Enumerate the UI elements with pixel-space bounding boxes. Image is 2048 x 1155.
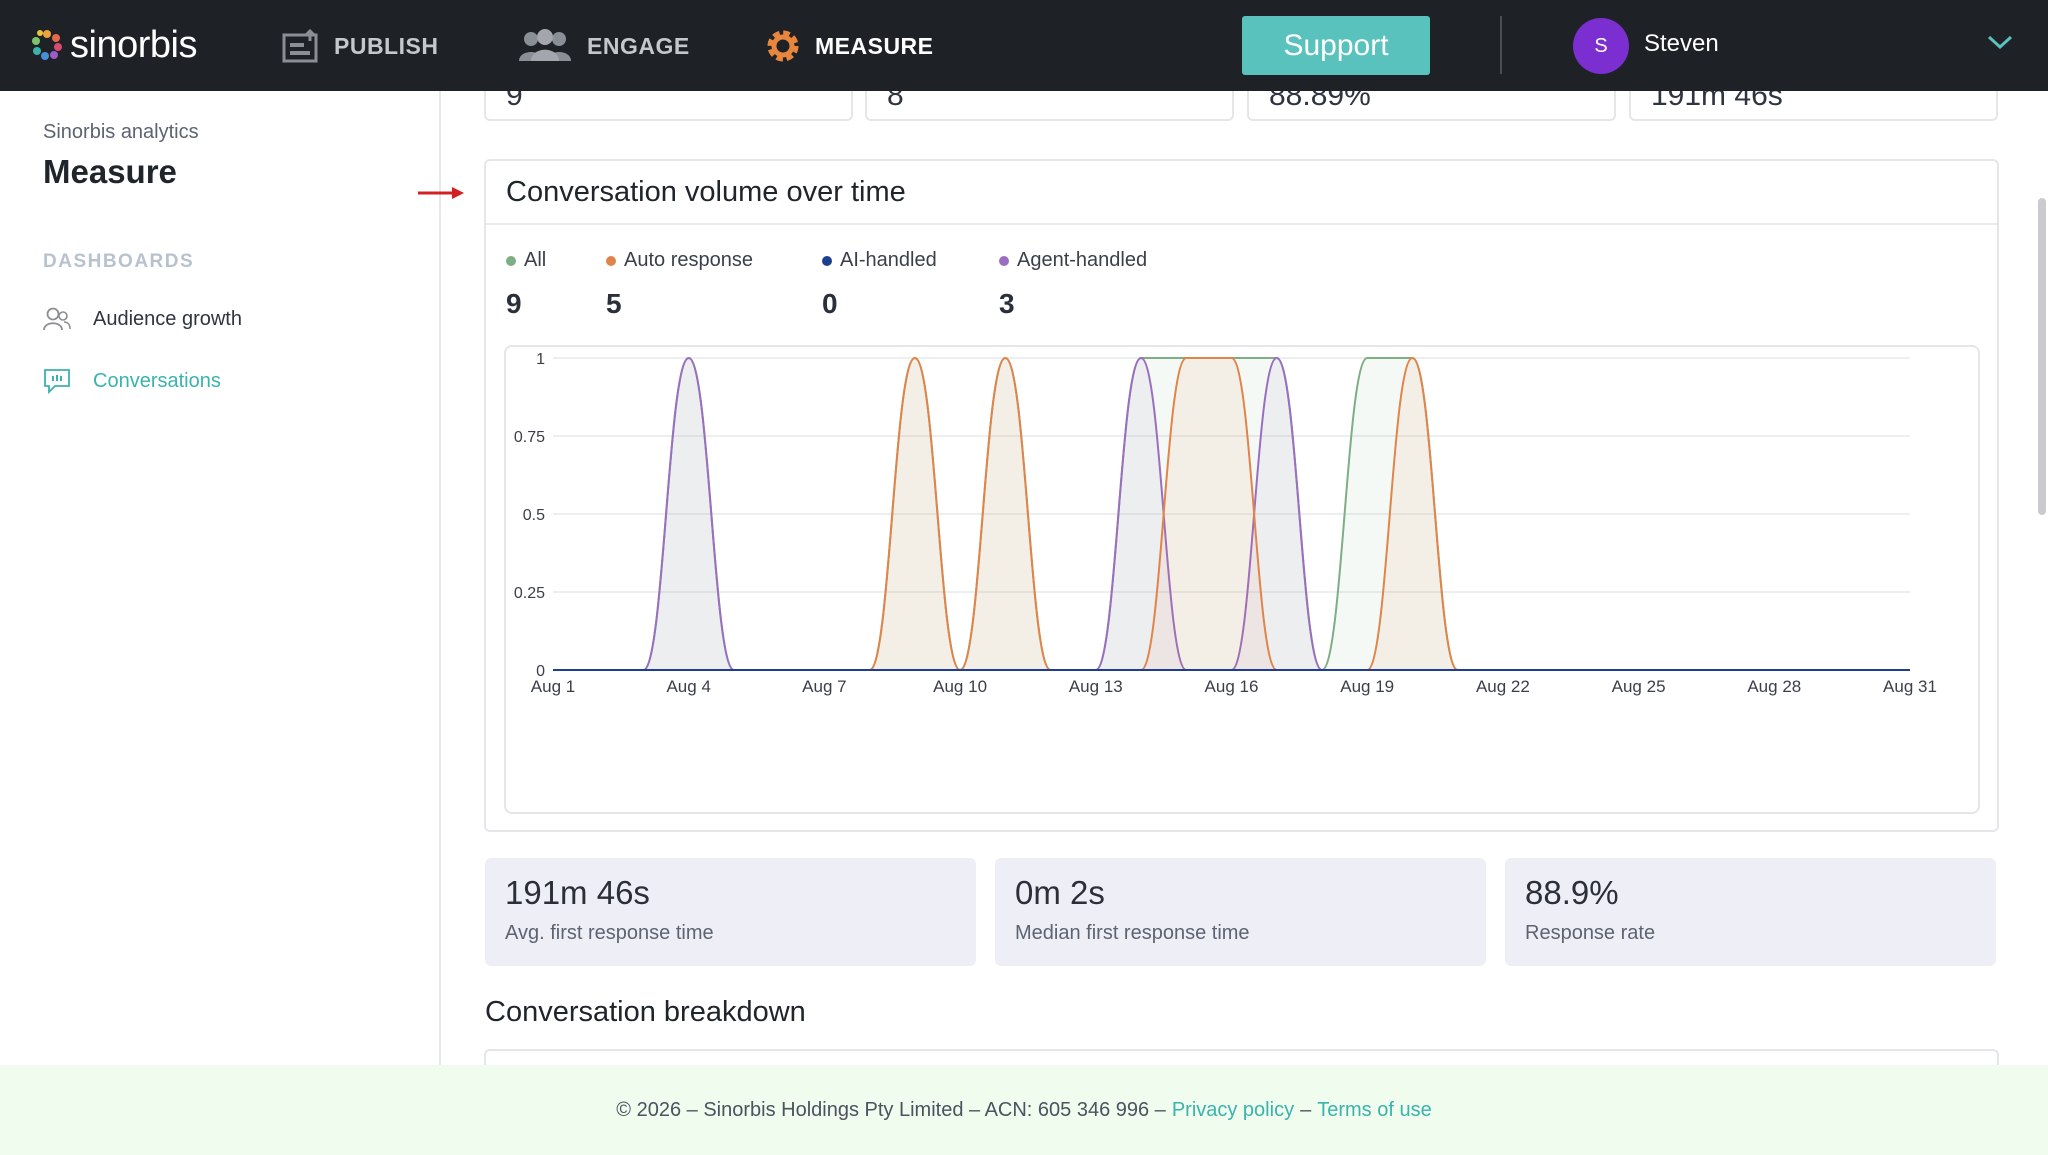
legend-label: All <box>524 249 547 271</box>
kpi-value: 191m 46s <box>1651 91 1783 112</box>
stat-value: 0m 2s <box>1015 874 1105 911</box>
kpi-card-partial: 88.89% <box>1247 91 1616 121</box>
kpi-value: 9 <box>506 91 523 112</box>
series-area-all <box>553 358 1910 670</box>
breakdown-card-partial <box>484 1049 1999 1065</box>
sidebar-item-audience-growth[interactable]: Audience growth <box>43 299 242 339</box>
x-tick-label: Aug 25 <box>1612 677 1666 696</box>
x-tick-label: Aug 22 <box>1476 677 1530 696</box>
kpi-card-partial: 9 <box>484 91 853 121</box>
series-area-auto-response <box>553 358 1910 670</box>
x-tick-label: Aug 4 <box>666 677 710 696</box>
legend-label: Agent-handled <box>1017 249 1148 271</box>
conversation-volume-card: Conversation volume over time All 9 Auto… <box>484 159 1999 832</box>
nav-measure-label: MEASURE <box>815 32 934 59</box>
sidebar-item-label: Conversations <box>93 369 221 392</box>
privacy-policy-link[interactable]: Privacy policy <box>1171 1098 1295 1121</box>
legend-dot <box>822 255 832 266</box>
users-group-icon <box>519 29 571 61</box>
legend-dot <box>506 255 516 266</box>
sidebar: Sinorbis analytics Measure DASHBOARDS Au… <box>0 91 441 1065</box>
scrollbar-thumb[interactable] <box>2038 198 2046 515</box>
chat-icon <box>44 369 70 394</box>
conversation-breakdown-title: Conversation breakdown <box>485 996 806 1028</box>
y-tick-label: 0.5 <box>523 507 545 524</box>
legend-item-all[interactable]: All 9 <box>506 249 546 320</box>
support-button[interactable]: Support <box>1242 16 1430 75</box>
y-tick-label: 0.75 <box>514 429 545 446</box>
card-title: Conversation volume over time <box>486 161 1997 225</box>
sidebar-section-heading: DASHBOARDS <box>43 251 195 272</box>
stat-value: 88.9% <box>1525 874 1619 911</box>
gear-icon <box>767 30 799 62</box>
red-arrow-icon <box>418 187 464 199</box>
x-tick-label: Aug 16 <box>1205 677 1259 696</box>
legend-value: 5 <box>606 288 622 319</box>
chevron-down-icon[interactable] <box>1987 34 2013 50</box>
x-tick-label: Aug 10 <box>933 677 987 696</box>
top-nav-bar: sinorbis PUBLISH ENGAGE MEASURE Support … <box>0 0 2048 91</box>
nav-engage-label: ENGAGE <box>587 32 690 59</box>
legend-item-agent-handled[interactable]: Agent-handled 3 <box>999 249 1147 320</box>
stat-card-response-rate: 88.9% Response rate <box>1505 858 1996 966</box>
x-tick-label: Aug 13 <box>1069 677 1123 696</box>
users-icon <box>43 307 71 331</box>
sidebar-title: Measure <box>43 153 177 190</box>
sidebar-item-label: Audience growth <box>93 307 242 330</box>
stat-label: Response rate <box>1525 922 1656 944</box>
stat-card-avg-first-response: 191m 46s Avg. first response time <box>485 858 976 966</box>
terms-of-use-link[interactable]: Terms of use <box>1317 1098 1432 1121</box>
nav-publish[interactable]: PUBLISH <box>282 24 438 68</box>
legend-dot <box>999 255 1009 266</box>
legend-value: 0 <box>822 288 838 319</box>
nav-engage[interactable]: ENGAGE <box>517 24 690 68</box>
kpi-card-partial: 8 <box>865 91 1234 121</box>
kpi-value: 88.89% <box>1269 91 1371 112</box>
y-tick-label: 0.25 <box>514 585 545 602</box>
x-tick-label: Aug 31 <box>1883 677 1937 696</box>
nav-divider <box>1500 16 1502 74</box>
legend-value: 9 <box>506 288 522 319</box>
series-area-agent-handled <box>553 358 1910 670</box>
kpi-card-partial: 191m 46s <box>1629 91 1998 121</box>
legend-dot <box>606 255 616 266</box>
sidebar-item-conversations[interactable]: Conversations <box>43 361 221 401</box>
stat-label: Avg. first response time <box>505 922 714 944</box>
publish-icon <box>282 29 318 63</box>
conversation-volume-chart: 0 0.25 0.5 0.75 1 Aug 1 Aug 4 Aug 7 Aug 10 Aug 13… <box>514 351 1937 696</box>
sidebar-subtitle: Sinorbis analytics <box>43 121 199 143</box>
legend-item-ai-handled[interactable]: AI-handled 0 <box>822 249 937 320</box>
footer: © 2026 – Sinorbis Holdings Pty Limited –… <box>0 1065 2048 1155</box>
footer-separator: – <box>1300 1098 1312 1121</box>
y-tick-label: 1 <box>536 351 545 368</box>
stat-value: 191m 46s <box>505 874 650 911</box>
main-content: 9 8 88.89% 191m 46s Conversation volume … <box>441 91 2041 1065</box>
sinorbis-logo-icon <box>32 30 62 60</box>
x-tick-label: Aug 7 <box>802 677 846 696</box>
x-tick-label: Aug 1 <box>531 677 575 696</box>
avatar[interactable]: S <box>1573 18 1629 74</box>
legend-label: AI-handled <box>840 249 937 271</box>
x-tick-label: Aug 19 <box>1340 677 1394 696</box>
legend-item-auto-response[interactable]: Auto response 5 <box>606 249 753 320</box>
y-tick-label: 0 <box>536 663 545 680</box>
chart-container: 0 0.25 0.5 0.75 1 Aug 1 Aug 4 Aug 7 Aug 10 Aug 13… <box>504 345 1980 814</box>
stat-label: Median first response time <box>1015 922 1250 944</box>
user-name[interactable]: Steven <box>1644 30 1719 57</box>
legend-label: Auto response <box>624 249 753 271</box>
stat-card-median-first-response: 0m 2s Median first response time <box>995 858 1486 966</box>
brand-name: sinorbis <box>70 23 197 66</box>
legend-value: 3 <box>999 288 1015 319</box>
nav-measure[interactable]: MEASURE <box>765 24 934 68</box>
x-tick-label: Aug 28 <box>1747 677 1801 696</box>
kpi-value: 8 <box>887 91 904 112</box>
nav-publish-label: PUBLISH <box>334 32 439 59</box>
footer-copyright: © 2026 – Sinorbis Holdings Pty Limited –… <box>616 1098 1166 1121</box>
sinorbis-logo[interactable]: sinorbis <box>32 20 197 70</box>
